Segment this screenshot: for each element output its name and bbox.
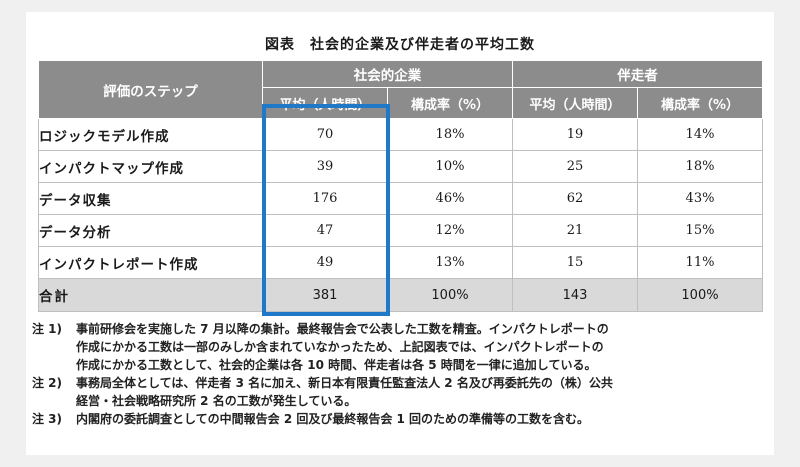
footnote-line: 経営・社会戦略研究所 2 名の工数が発生している。 xyxy=(76,394,357,408)
table-caption: 図表 社会的企業及び伴走者の平均工数 xyxy=(265,37,535,53)
row-step: インパクトマップ作成 xyxy=(38,150,263,183)
table-row: ロジックモデル作成 70 18% 19 14% xyxy=(38,118,763,151)
row-partner-avg: 15 xyxy=(512,246,638,279)
row-partner-ratio: 15% xyxy=(637,214,763,247)
total-row: 合計 381 100% 143 100% xyxy=(38,278,763,312)
header-social-ratio: 構成率（%） xyxy=(387,87,513,119)
footnote-line: 内閣府の委託調査としての中間報告会 2 回及び最終報告会 1 回のための準備等の… xyxy=(76,412,590,426)
row-step: データ収集 xyxy=(38,182,263,215)
row-step: インパクトレポート作成 xyxy=(38,246,263,279)
row-social-ratio: 13% xyxy=(387,246,513,279)
row-partner-ratio: 43% xyxy=(637,182,763,215)
header-social-avg: 平均（人時間） xyxy=(262,87,388,119)
header-partner-avg: 平均（人時間） xyxy=(512,87,638,119)
row-social-ratio: 12% xyxy=(387,214,513,247)
total-partner-avg: 143 xyxy=(512,278,638,312)
row-social-avg: 70 xyxy=(262,118,388,151)
footnote-mark: 注 2) xyxy=(32,376,63,390)
table-row: インパクトレポート作成 49 13% 15 11% xyxy=(38,246,763,279)
row-social-avg: 39 xyxy=(262,150,388,183)
row-partner-avg: 19 xyxy=(512,118,638,151)
row-step: ロジックモデル作成 xyxy=(38,118,263,151)
footnote-line: 事前研修会を実施した 7 月以降の集計。最終報告会で公表した工数を精査。インパク… xyxy=(76,322,609,336)
workload-table: 評価のステップ 社会的企業 伴走者 平均（人時間） 構成率（%） 平均（人時間）… xyxy=(38,60,763,312)
row-partner-ratio: 11% xyxy=(637,246,763,279)
footnote: 注 2) 事務局全体としては、伴走者 3 名に加え、新日本有限責任監査法人 2 … xyxy=(32,374,772,410)
row-social-ratio: 46% xyxy=(387,182,513,215)
footnote: 注 3) 内閣府の委託調査としての中間報告会 2 回及び最終報告会 1 回のため… xyxy=(32,410,772,428)
footnote-line: 事務局全体としては、伴走者 3 名に加え、新日本有限責任監査法人 2 名及び再委… xyxy=(76,376,613,390)
header-partner-ratio: 構成率（%） xyxy=(637,87,763,119)
row-social-avg: 49 xyxy=(262,246,388,279)
footnote-mark: 注 3) xyxy=(32,412,63,426)
header-step: 評価のステップ xyxy=(38,60,263,119)
table-row: データ分析 47 12% 21 15% xyxy=(38,214,763,247)
footnote: 注 1) 事前研修会を実施した 7 月以降の集計。最終報告会で公表した工数を精査… xyxy=(32,320,772,374)
row-partner-ratio: 18% xyxy=(637,150,763,183)
table-row: データ収集 176 46% 62 43% xyxy=(38,182,763,215)
header-group-social: 社会的企業 xyxy=(262,60,513,88)
row-social-avg: 47 xyxy=(262,214,388,247)
row-social-avg: 176 xyxy=(262,182,388,215)
row-social-ratio: 18% xyxy=(387,118,513,151)
row-partner-ratio: 14% xyxy=(637,118,763,151)
footnotes: 注 1) 事前研修会を実施した 7 月以降の集計。最終報告会で公表した工数を精査… xyxy=(32,320,772,428)
total-partner-ratio: 100% xyxy=(637,278,763,312)
row-social-ratio: 10% xyxy=(387,150,513,183)
row-partner-avg: 21 xyxy=(512,214,638,247)
row-partner-avg: 25 xyxy=(512,150,638,183)
total-social-ratio: 100% xyxy=(387,278,513,312)
footnote-line: 作成にかかる工数は一部のみしか含まれていなかったため、上記図表では、インパクトレ… xyxy=(76,340,604,354)
table-row: インパクトマップ作成 39 10% 25 18% xyxy=(38,150,763,183)
row-step: データ分析 xyxy=(38,214,263,247)
document-page: 図表 社会的企業及び伴走者の平均工数 評価のステップ 社会的企業 伴走者 平均（… xyxy=(26,12,774,455)
footnote-line: 作成にかかる工数として、社会的企業は各 10 時間、伴走者は各 5 時間を一律に… xyxy=(76,358,597,372)
total-step: 合計 xyxy=(38,278,263,312)
total-social-avg: 381 xyxy=(262,278,388,312)
footnote-mark: 注 1) xyxy=(32,322,63,336)
row-partner-avg: 62 xyxy=(512,182,638,215)
header-group-partner: 伴走者 xyxy=(512,60,763,88)
